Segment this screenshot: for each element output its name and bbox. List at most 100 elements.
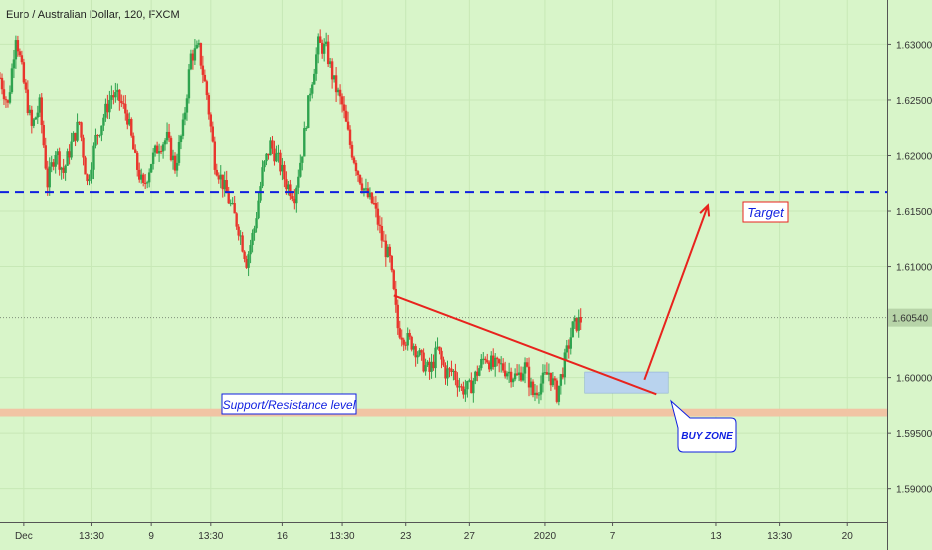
buy-zone-callout xyxy=(670,399,737,453)
candle-body xyxy=(255,218,258,229)
candle-body xyxy=(318,36,322,43)
candle-body xyxy=(60,167,63,170)
candle-body xyxy=(356,171,360,175)
candle-body xyxy=(277,152,280,154)
candle-body xyxy=(237,226,240,236)
candle-body xyxy=(209,114,213,127)
candle-body xyxy=(565,345,569,353)
candle-body xyxy=(315,54,318,74)
candle-body xyxy=(384,240,388,258)
candle-body xyxy=(396,304,399,329)
candle-body xyxy=(249,245,252,255)
y-tick-label: 1.59500 xyxy=(896,429,932,440)
candle-body xyxy=(354,162,358,172)
candle-body xyxy=(392,270,395,289)
candle-body xyxy=(446,368,449,379)
candle-body xyxy=(36,112,39,118)
candle-body xyxy=(90,169,93,180)
candle-body xyxy=(408,333,411,337)
candle-body xyxy=(231,203,234,205)
candle-body xyxy=(263,161,266,168)
support-label: Support/Resistance level xyxy=(223,398,356,412)
candle-body xyxy=(122,103,125,105)
x-tick-label: 13:30 xyxy=(198,531,223,542)
candle-body xyxy=(579,317,582,323)
candle-body xyxy=(529,381,533,388)
candle-body xyxy=(285,179,288,190)
target-label-box xyxy=(742,201,789,223)
candle-body xyxy=(488,362,491,370)
candle-body xyxy=(213,141,216,170)
candle-body xyxy=(478,368,481,376)
candle-body xyxy=(495,357,499,360)
candle-body xyxy=(54,154,57,167)
candle-body xyxy=(414,346,417,358)
candle-body xyxy=(108,99,111,113)
candle-body xyxy=(155,145,159,154)
candle-body xyxy=(307,95,310,128)
buy-zone-label: BUY ZONE xyxy=(681,431,733,442)
candle-body xyxy=(370,192,374,203)
candle-body xyxy=(374,203,378,209)
candle-body xyxy=(257,200,260,219)
candle-body xyxy=(147,172,151,183)
candle-body xyxy=(303,128,306,157)
candle-body xyxy=(281,164,284,172)
candle-body xyxy=(406,333,409,346)
candle-body xyxy=(58,151,61,170)
candle-body xyxy=(52,162,55,167)
candle-body xyxy=(422,352,425,372)
candle-body xyxy=(432,361,435,369)
y-tick-label: 1.63000 xyxy=(896,40,932,51)
candle-body xyxy=(96,134,99,136)
candle-body xyxy=(571,321,574,338)
support-label-box xyxy=(221,393,357,415)
candle-body xyxy=(376,208,380,225)
candle-body xyxy=(301,156,304,163)
candle-body xyxy=(299,162,302,177)
x-tick-label: 27 xyxy=(464,531,476,542)
candle-body xyxy=(261,167,264,187)
candle-body xyxy=(426,361,429,366)
candle-body xyxy=(239,235,242,237)
candle-body xyxy=(118,89,121,102)
candle-body xyxy=(539,383,543,395)
candle-body xyxy=(293,198,296,204)
candle-body xyxy=(233,203,236,214)
candle-body xyxy=(442,359,445,366)
candle-body xyxy=(70,141,73,158)
x-tick-label: 2020 xyxy=(534,531,557,542)
candle-body xyxy=(245,258,248,268)
candle-body xyxy=(217,175,220,180)
candle-body xyxy=(420,350,423,353)
candle-body xyxy=(551,378,555,386)
candle-body xyxy=(163,140,167,145)
candle-body xyxy=(157,151,161,154)
candle-body xyxy=(30,109,34,126)
candle-body xyxy=(438,346,441,351)
candle-body xyxy=(235,213,238,227)
candle-body xyxy=(74,132,77,141)
candle-body xyxy=(175,162,179,171)
candle-body xyxy=(151,152,155,165)
candle-body xyxy=(474,371,477,381)
candle-body xyxy=(161,144,165,152)
candle-body xyxy=(0,77,2,79)
candle-body xyxy=(476,371,479,376)
candle-body xyxy=(76,121,79,141)
candle-body xyxy=(549,372,553,386)
candle-body xyxy=(289,184,292,197)
candle-body xyxy=(454,370,457,380)
candle-body xyxy=(92,145,95,170)
candle-body xyxy=(537,394,541,396)
candle-body xyxy=(330,61,334,80)
candle-body xyxy=(338,89,342,97)
x-tick-label: Dec xyxy=(15,531,33,542)
candle-body xyxy=(48,166,51,188)
candle-body xyxy=(2,89,6,100)
candle-body xyxy=(317,36,320,55)
candle-body xyxy=(205,81,209,96)
candle-body xyxy=(130,119,133,136)
candle-body xyxy=(6,100,10,103)
